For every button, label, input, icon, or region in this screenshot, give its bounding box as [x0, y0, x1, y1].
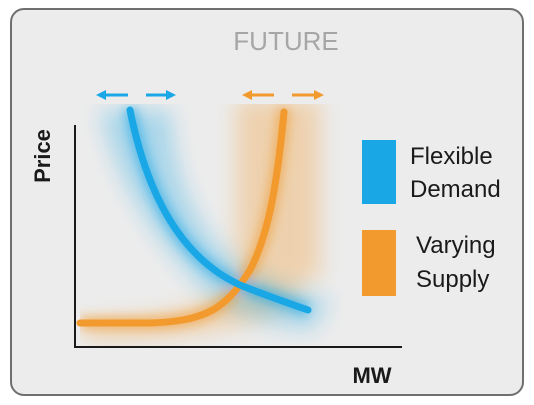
supply-range-arrow-icon [242, 90, 324, 100]
supply-curve [76, 108, 288, 327]
legend-label-demand: Demand [410, 176, 501, 203]
legend-label-varying: Varying [416, 232, 496, 259]
demand-range-arrow-icon [96, 90, 176, 100]
legend-label-supply: Supply [416, 266, 489, 293]
legend-swatch-varying-supply [362, 230, 396, 296]
legend: Flexible Demand Varying Supply [362, 140, 501, 296]
diagram-title: FUTURE [233, 26, 338, 56]
demand-curve [126, 106, 312, 314]
demand-uncertainty-band [100, 110, 330, 330]
axes [74, 125, 402, 348]
legend-label-flexible: Flexible [410, 143, 493, 170]
x-axis-label: MW [352, 363, 391, 388]
legend-swatch-flexible-demand [362, 140, 396, 204]
y-axis-label: Price [30, 129, 55, 183]
